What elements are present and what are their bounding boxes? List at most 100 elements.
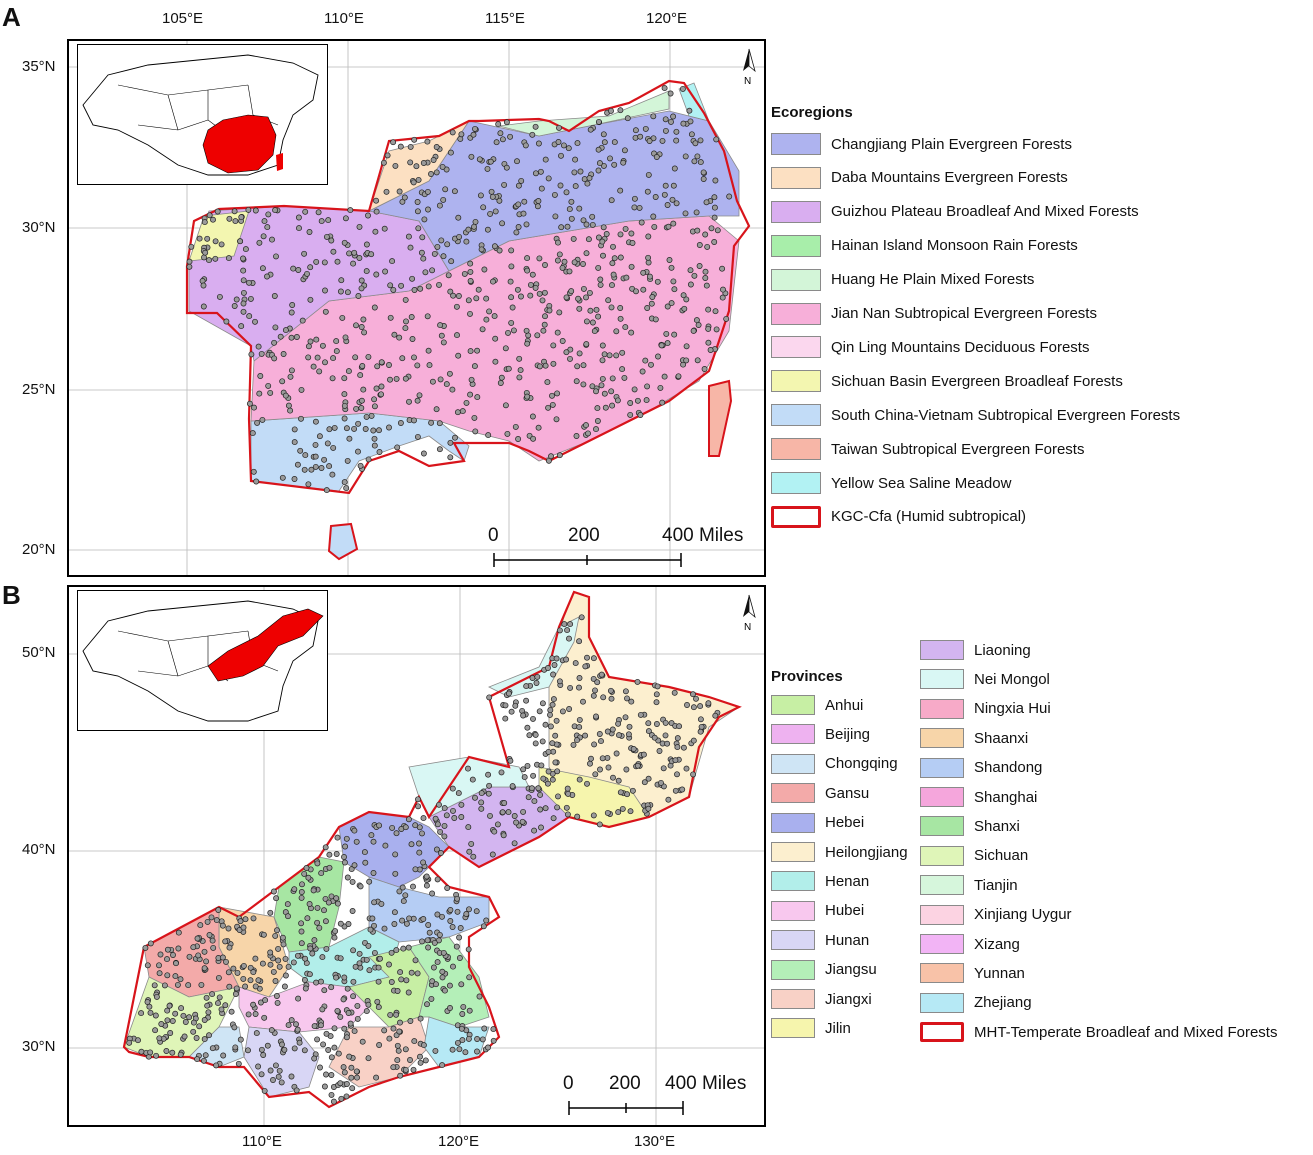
sample-point bbox=[560, 142, 567, 149]
sample-point bbox=[341, 854, 347, 860]
sample-point bbox=[576, 675, 583, 681]
sample-point bbox=[631, 386, 638, 393]
sample-point bbox=[624, 115, 631, 122]
sample-point bbox=[310, 363, 317, 370]
sample-point bbox=[682, 210, 689, 217]
sample-point bbox=[595, 264, 602, 271]
sample-point bbox=[523, 221, 530, 228]
inset-b-highlight bbox=[207, 608, 324, 682]
sample-point bbox=[373, 1074, 380, 1081]
sample-point bbox=[219, 922, 226, 929]
sample-point bbox=[417, 1059, 424, 1066]
sample-point bbox=[676, 723, 683, 730]
sample-point bbox=[301, 466, 308, 473]
sample-point bbox=[450, 807, 456, 814]
sample-point bbox=[578, 614, 585, 621]
sample-point bbox=[566, 706, 573, 712]
sample-point bbox=[524, 724, 531, 731]
sample-point bbox=[328, 1072, 335, 1078]
sample-point bbox=[585, 430, 591, 437]
sample-point bbox=[378, 391, 385, 398]
sample-point bbox=[523, 697, 530, 704]
sample-point bbox=[319, 342, 326, 349]
sample-point bbox=[589, 319, 596, 326]
sample-point bbox=[248, 351, 255, 358]
sample-point bbox=[673, 200, 680, 207]
sample-point bbox=[515, 224, 522, 230]
sample-point bbox=[312, 418, 319, 425]
sample-point bbox=[357, 883, 364, 890]
lon-tick-130b: 130°E bbox=[634, 1133, 676, 1150]
sample-point bbox=[323, 1071, 329, 1078]
sample-point bbox=[425, 206, 431, 213]
sample-point bbox=[573, 378, 580, 385]
legend-item: Daba Mountains Evergreen Forests bbox=[771, 166, 1068, 190]
map-frame-b: N 0 200 400 Miles bbox=[67, 585, 766, 1127]
sample-point bbox=[498, 769, 505, 776]
sample-point bbox=[696, 263, 703, 269]
sample-point bbox=[505, 690, 512, 697]
sample-point bbox=[649, 294, 656, 300]
sample-point bbox=[538, 762, 545, 769]
sample-point bbox=[694, 227, 701, 234]
sample-point bbox=[617, 231, 624, 238]
sample-point bbox=[502, 715, 509, 722]
sample-point bbox=[186, 1014, 193, 1021]
sample-point bbox=[628, 230, 635, 237]
sample-point bbox=[348, 866, 355, 873]
sample-point bbox=[400, 898, 407, 905]
sample-point bbox=[458, 801, 465, 808]
sample-point bbox=[615, 809, 622, 816]
sample-point bbox=[344, 985, 351, 992]
legend-swatch bbox=[771, 438, 821, 461]
sample-point bbox=[514, 158, 520, 165]
sample-point bbox=[587, 760, 593, 767]
sample-point bbox=[387, 314, 394, 321]
sample-point bbox=[206, 257, 212, 264]
sample-point bbox=[456, 934, 463, 941]
sample-point bbox=[294, 1026, 301, 1033]
sample-point bbox=[469, 776, 476, 783]
sample-point bbox=[376, 1042, 383, 1048]
sample-point bbox=[411, 136, 418, 143]
sample-point bbox=[366, 967, 373, 974]
sample-point bbox=[499, 809, 506, 816]
sample-point bbox=[611, 161, 618, 168]
sample-point bbox=[418, 249, 425, 256]
sample-point bbox=[555, 793, 561, 800]
legend-item: Huang He Plain Mixed Forests bbox=[771, 268, 1034, 292]
sample-point bbox=[471, 363, 478, 370]
panel-a-letter: A bbox=[2, 2, 21, 32]
legend-item: Jiangsu bbox=[771, 958, 877, 982]
legend-swatch bbox=[771, 753, 815, 774]
sample-point bbox=[547, 711, 553, 718]
sample-point bbox=[625, 731, 632, 738]
sample-point bbox=[630, 746, 637, 752]
sample-point bbox=[329, 471, 336, 478]
sample-point bbox=[173, 960, 179, 967]
sample-point bbox=[417, 285, 424, 292]
sample-point bbox=[658, 779, 664, 786]
legend-label: Xizang bbox=[974, 935, 1020, 953]
sample-point bbox=[545, 768, 552, 775]
sample-point bbox=[356, 255, 363, 261]
sample-point bbox=[387, 376, 393, 383]
sample-point bbox=[447, 454, 454, 461]
sample-point bbox=[447, 907, 454, 913]
sample-point bbox=[394, 1042, 401, 1049]
sample-point bbox=[174, 981, 181, 988]
sample-point bbox=[656, 748, 663, 754]
sample-point bbox=[684, 702, 690, 708]
sample-point bbox=[156, 970, 163, 977]
sample-point bbox=[487, 812, 493, 819]
sample-point bbox=[309, 950, 316, 957]
sample-point bbox=[386, 1035, 393, 1042]
sample-point bbox=[213, 917, 220, 924]
sample-point bbox=[304, 270, 310, 277]
sample-point bbox=[498, 374, 505, 381]
sample-point bbox=[313, 336, 320, 343]
legend-item: Hainan Island Monsoon Rain Forests bbox=[771, 234, 1078, 258]
sample-point bbox=[415, 796, 421, 803]
sample-point bbox=[325, 899, 332, 906]
sample-point bbox=[643, 397, 650, 404]
